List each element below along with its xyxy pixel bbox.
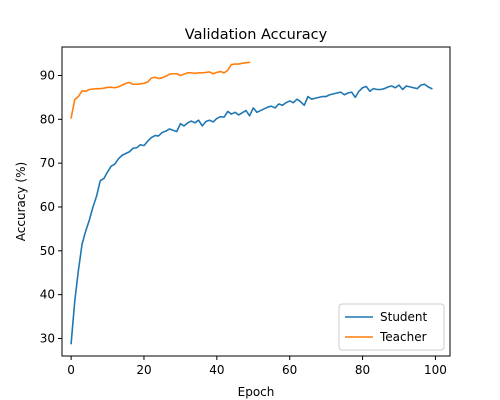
series-line-teacher: [70, 61, 251, 119]
x-tick-label: 60: [282, 363, 297, 377]
x-axis: 0 20 40 60 80 100: [67, 356, 447, 377]
x-tick-label: 0: [67, 363, 75, 377]
chart-title: Validation Accuracy: [185, 27, 328, 43]
y-tick-label: 70: [40, 156, 55, 170]
x-tick-label: 80: [355, 363, 370, 377]
y-axis-title: Accuracy (%): [14, 162, 28, 241]
legend: Student Teacher: [338, 303, 445, 351]
series-layer: [70, 61, 433, 345]
y-tick-label: 40: [40, 288, 55, 302]
y-tick-label: 30: [40, 331, 55, 345]
x-tick-label: 20: [136, 363, 151, 377]
plot-frame: [61, 46, 451, 357]
series-line-student: [70, 83, 433, 345]
y-tick-label: 50: [40, 244, 55, 258]
x-tick-label: 100: [424, 363, 447, 377]
x-axis-title: Epoch: [238, 385, 275, 399]
legend-label-student: Student: [380, 310, 428, 324]
y-tick-label: 90: [40, 68, 55, 82]
legend-box: [338, 303, 445, 351]
y-tick-label: 80: [40, 112, 55, 126]
y-axis: 30 40 50 60 70 80 90: [40, 68, 62, 345]
legend-label-teacher: Teacher: [379, 330, 427, 344]
y-tick-label: 60: [40, 200, 55, 214]
x-tick-label: 40: [209, 363, 224, 377]
